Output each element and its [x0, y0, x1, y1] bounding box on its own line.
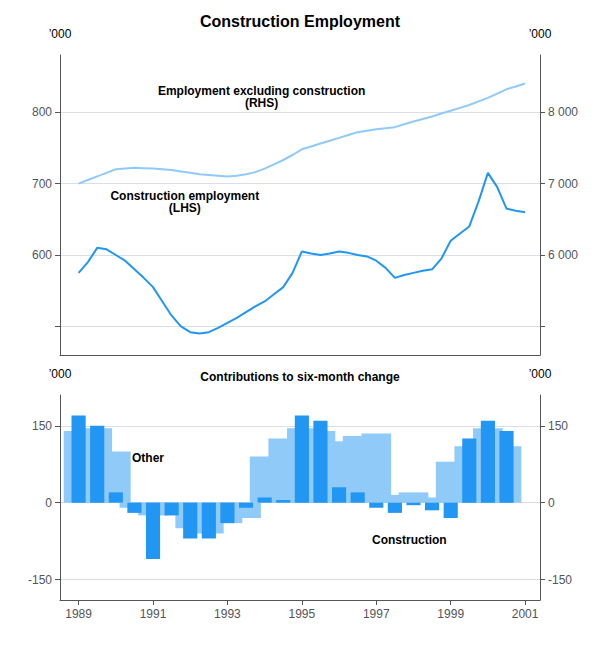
svg-text:(LHS): (LHS) — [169, 201, 201, 215]
svg-text:8 000: 8 000 — [548, 105, 578, 119]
svg-text:’000: ’000 — [49, 367, 72, 381]
svg-text:150: 150 — [32, 419, 52, 433]
svg-text:7 000: 7 000 — [548, 177, 578, 191]
svg-text:700: 700 — [32, 177, 52, 191]
svg-text:Construction employment: Construction employment — [110, 189, 260, 203]
svg-text:800: 800 — [32, 105, 52, 119]
svg-text:1989: 1989 — [65, 607, 92, 621]
svg-text:2001: 2001 — [512, 607, 539, 621]
svg-text:Employment excluding construct: Employment excluding construction — [157, 84, 366, 98]
svg-text:Construction Employment: Construction Employment — [200, 13, 401, 30]
svg-text:’000: ’000 — [529, 367, 552, 381]
svg-text:0: 0 — [548, 496, 555, 510]
svg-text:Contributions to six-month cha: Contributions to six-month change — [200, 370, 400, 384]
svg-text:6 000: 6 000 — [548, 248, 578, 262]
svg-text:Other: Other — [132, 451, 164, 465]
svg-text:1991: 1991 — [140, 607, 167, 621]
svg-text:600: 600 — [32, 248, 52, 262]
svg-text:-150: -150 — [28, 573, 52, 587]
svg-text:150: 150 — [548, 419, 568, 433]
svg-text:-150: -150 — [548, 573, 572, 587]
svg-text:(RHS): (RHS) — [245, 96, 278, 110]
svg-text:1995: 1995 — [289, 607, 316, 621]
svg-text:’000: ’000 — [49, 27, 72, 41]
svg-text:Construction: Construction — [372, 533, 447, 547]
svg-text:1993: 1993 — [214, 607, 241, 621]
svg-text:0: 0 — [45, 496, 52, 510]
svg-text:’000: ’000 — [529, 27, 552, 41]
svg-text:1997: 1997 — [363, 607, 390, 621]
svg-text:1999: 1999 — [437, 607, 464, 621]
